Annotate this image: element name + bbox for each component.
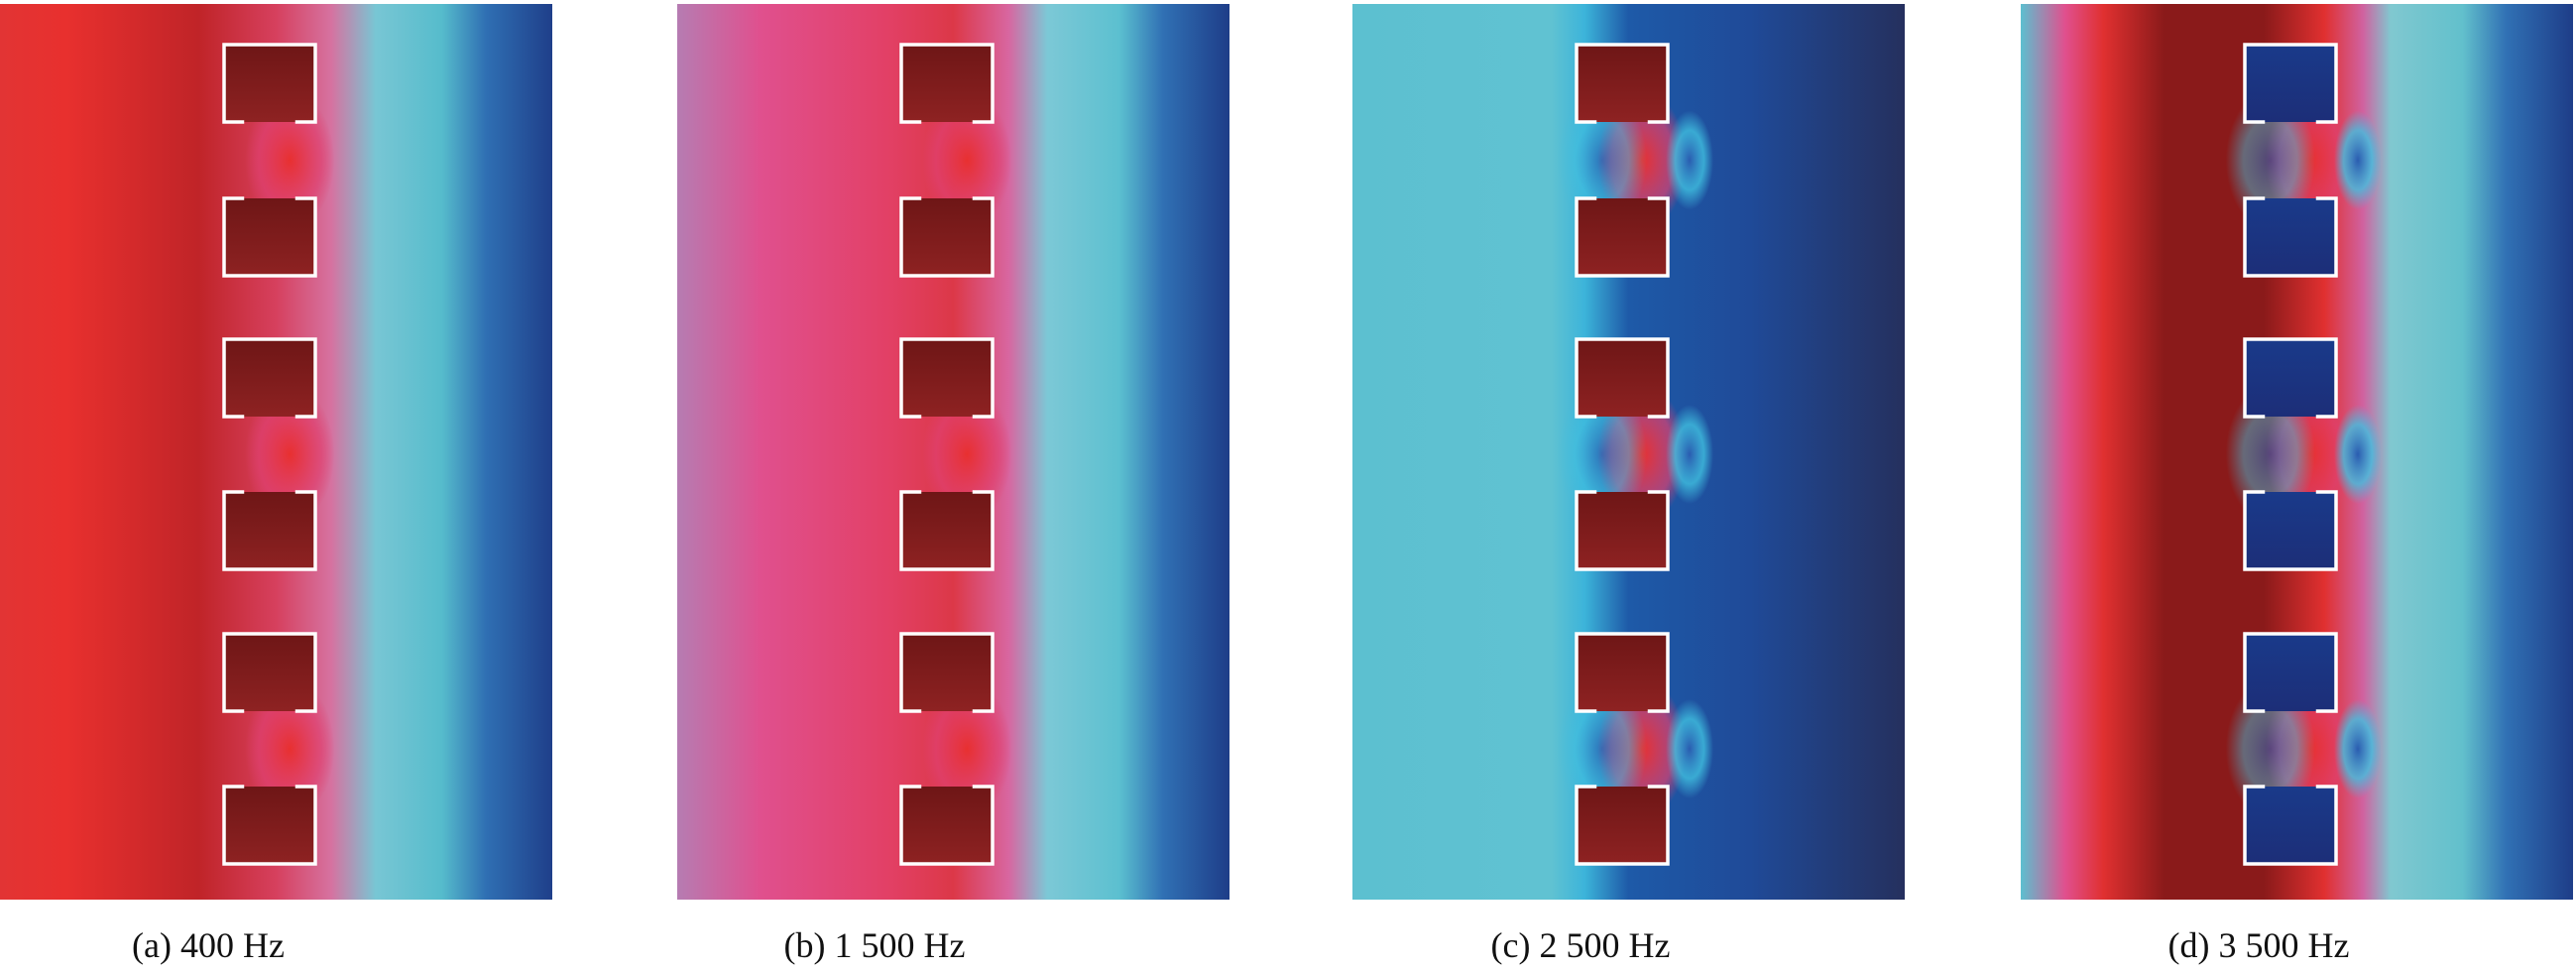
resonator-outline: [1575, 785, 1670, 866]
resonator-outline: [222, 785, 317, 866]
resonator-outline: [899, 632, 995, 713]
field-blob: [922, 90, 1012, 230]
resonator-outline: [222, 632, 317, 713]
field-blob: [1666, 699, 1713, 798]
panel: [1352, 4, 1905, 900]
resonator-outline: [222, 490, 317, 571]
resonator-fill: [901, 339, 993, 417]
resonator-fill: [2245, 45, 2336, 122]
field-blob: [1557, 679, 1647, 818]
panel-caption: (a) 400 Hz: [132, 925, 285, 965]
resonator-outline: [2243, 490, 2338, 571]
field-blob: [245, 679, 335, 818]
resonator-fill: [901, 198, 993, 276]
resonator-outline: [899, 785, 995, 866]
panel-caption: (b) 1 500 Hz: [784, 925, 966, 965]
resonator-fill: [2245, 339, 2336, 417]
resonator-outline: [2243, 196, 2338, 278]
field-blob: [245, 90, 335, 230]
resonator-outline: [222, 337, 317, 419]
resonator-fill: [2245, 634, 2336, 711]
resonator-outline: [1575, 490, 1670, 571]
panel-caption: (d) 3 500 Hz: [2168, 925, 2350, 965]
resonator-fill: [2245, 198, 2336, 276]
resonator-fill: [1577, 198, 1668, 276]
resonator-fill: [1577, 45, 1668, 122]
resonator-outline: [2243, 337, 2338, 419]
field-blob: [245, 385, 335, 524]
resonator-outline: [1575, 196, 1670, 278]
resonator-outline: [1575, 43, 1670, 124]
field-blob: [1557, 90, 1647, 230]
field-blob: [2225, 90, 2315, 230]
resonator-fill: [224, 198, 315, 276]
resonator-outline: [899, 196, 995, 278]
field-blob: [2334, 110, 2382, 210]
resonator-fill: [224, 634, 315, 711]
resonator-fill: [901, 787, 993, 864]
field-blob: [2334, 699, 2382, 798]
resonator-fill: [224, 492, 315, 569]
resonator-fill: [901, 634, 993, 711]
field-blob: [2334, 405, 2382, 504]
resonator-fill: [901, 45, 993, 122]
resonator-fill: [1577, 787, 1668, 864]
resonator-outline: [899, 337, 995, 419]
field-blob: [1557, 385, 1647, 524]
resonator-outline: [899, 490, 995, 571]
panel: [0, 4, 552, 900]
resonator-outline: [1575, 337, 1670, 419]
resonator-fill: [224, 787, 315, 864]
resonator-outline: [2243, 43, 2338, 124]
resonator-fill: [1577, 492, 1668, 569]
field-blob: [922, 385, 1012, 524]
resonator-fill: [224, 45, 315, 122]
resonator-outline: [222, 43, 317, 124]
resonator-outline: [222, 196, 317, 278]
resonator-outline: [2243, 632, 2338, 713]
panel-caption: (c) 2 500 Hz: [1491, 925, 1671, 965]
field-blob: [1666, 110, 1713, 210]
field-blob: [2225, 385, 2315, 524]
panel: [2021, 4, 2573, 900]
resonator-outline: [1575, 632, 1670, 713]
field-blob: [2225, 679, 2315, 818]
resonator-fill: [1577, 339, 1668, 417]
resonator-fill: [901, 492, 993, 569]
field-blob: [1666, 405, 1713, 504]
resonator-outline: [899, 43, 995, 124]
panel: [677, 4, 1229, 900]
field-blob: [922, 679, 1012, 818]
resonator-fill: [224, 339, 315, 417]
resonator-outline: [2243, 785, 2338, 866]
resonator-fill: [2245, 492, 2336, 569]
resonator-fill: [2245, 787, 2336, 864]
resonator-fill: [1577, 634, 1668, 711]
